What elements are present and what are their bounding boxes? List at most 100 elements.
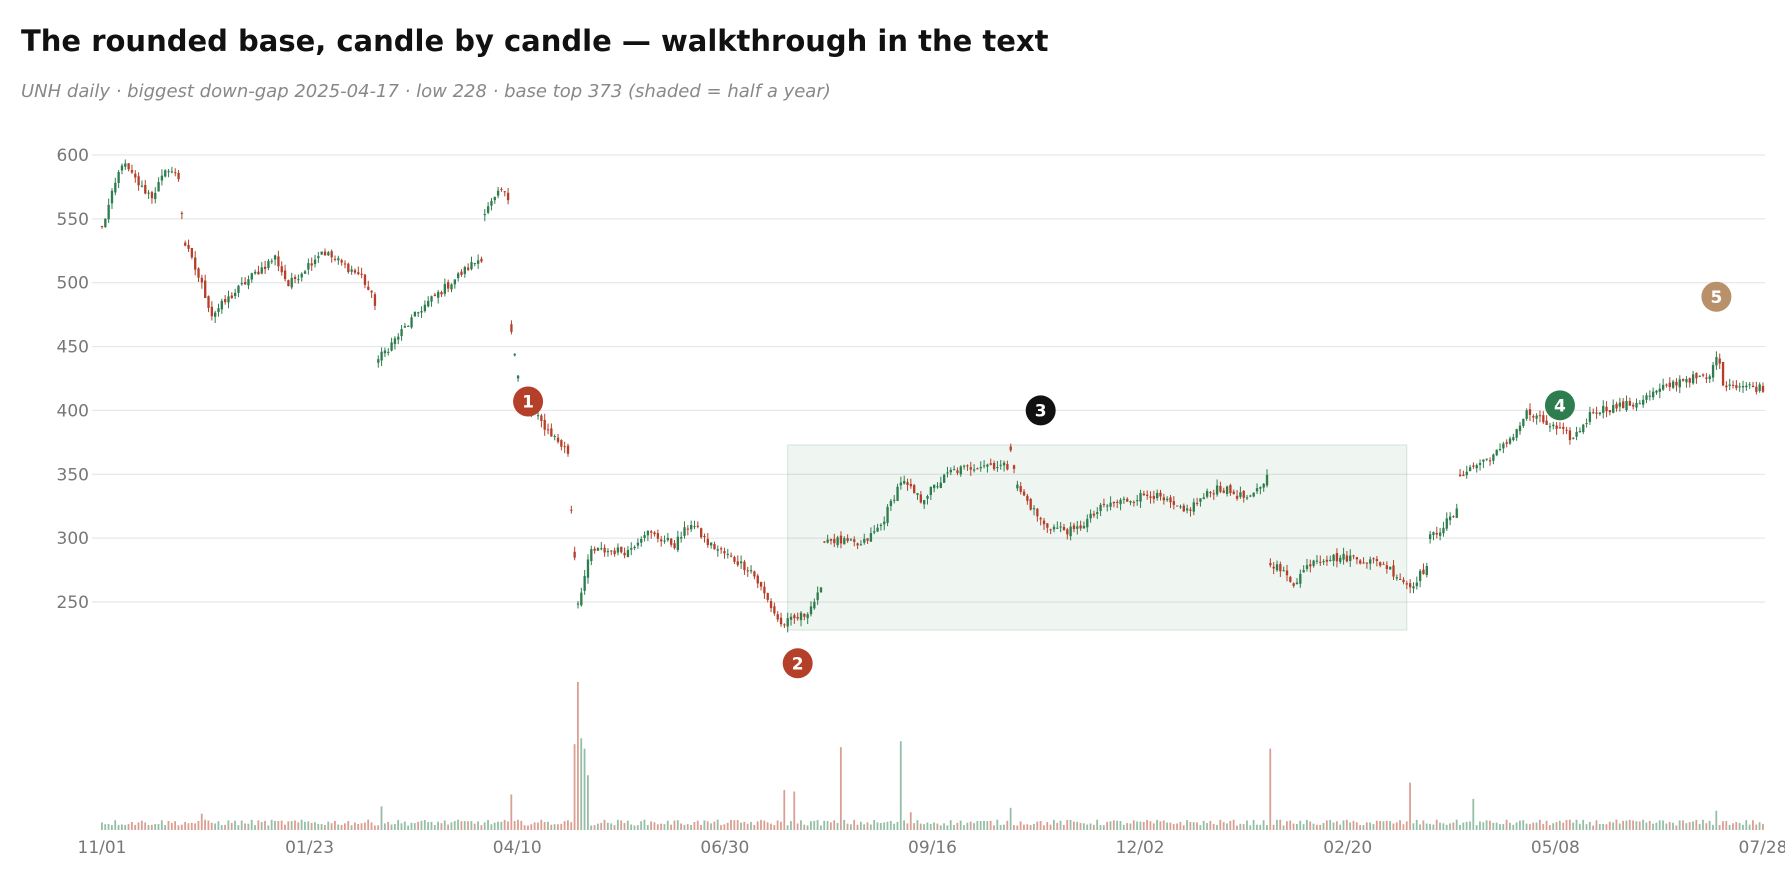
volume-bar (467, 821, 469, 830)
volume-bar (244, 823, 246, 830)
candle-body (320, 251, 323, 255)
candle-body (1568, 430, 1572, 441)
candle-body (889, 500, 893, 506)
candle-body (1452, 516, 1455, 518)
volume-bar (287, 821, 290, 830)
candle-body (893, 499, 896, 501)
volume-bar (1242, 824, 1245, 830)
volume-bar (334, 820, 336, 830)
candle-body (167, 171, 170, 173)
candle-body (856, 543, 859, 546)
candle-body (1731, 384, 1735, 386)
volume-bar (247, 823, 250, 830)
volume-bar (906, 823, 909, 830)
candle-body (913, 485, 916, 494)
volume-bar (217, 821, 220, 830)
y-tick-label: 400 (57, 401, 89, 421)
candle-body (1385, 565, 1389, 569)
candle-body (709, 542, 713, 546)
volume-bar (1685, 823, 1688, 830)
volume-bar (763, 820, 766, 830)
volume-bar (1322, 823, 1325, 830)
volume-bar (1352, 820, 1355, 830)
volume-bar (790, 821, 792, 830)
volume-bar (1482, 822, 1485, 830)
gridlines (92, 154, 1765, 603)
candle-body (759, 582, 763, 587)
marker-circle (1025, 395, 1056, 426)
candle-body (1468, 467, 1472, 472)
candle-body (972, 469, 976, 471)
volume-bar (1312, 823, 1315, 830)
candle-body (323, 251, 327, 256)
volume-bar (723, 824, 726, 830)
candle-body (1042, 520, 1046, 525)
volume-bar (959, 820, 962, 830)
volume-bar (270, 819, 273, 830)
volume-bar (1136, 821, 1139, 830)
volume-bar (1475, 825, 1478, 830)
candle-body (1089, 513, 1092, 519)
candle-body (1239, 492, 1242, 497)
candle-body (699, 528, 703, 538)
candle-body (733, 557, 736, 562)
volume-bar (839, 747, 842, 830)
volume-bar (1572, 822, 1575, 830)
candle-body (819, 587, 823, 593)
volume-bar (180, 824, 183, 830)
candle-body (1405, 583, 1408, 585)
candle-body (1362, 562, 1365, 564)
candle-body (716, 549, 719, 551)
volume-bar (1558, 820, 1561, 830)
candle-body (1608, 410, 1612, 413)
candle-body (360, 273, 363, 275)
volume-bar (1219, 819, 1222, 830)
volume-bar (513, 821, 516, 830)
volume-bar (377, 825, 380, 830)
volume-bar (1395, 822, 1398, 830)
candle-body (1472, 465, 1475, 467)
volume-bar (437, 821, 439, 830)
volume-bar (833, 820, 836, 830)
candle-body (343, 263, 347, 265)
candle-body (140, 185, 144, 187)
candle-body (1418, 570, 1422, 581)
y-axis-ticks: 600 550 500 450 400 350 300 250 (57, 146, 89, 613)
volume-bar (1465, 821, 1468, 830)
y-tick-label: 450 (57, 338, 89, 358)
volume-bar (773, 825, 776, 830)
volume-bar (646, 825, 649, 830)
candle-body (696, 525, 699, 527)
candle-body (1159, 492, 1162, 497)
candle-body (460, 271, 463, 275)
candle-body (1312, 560, 1315, 566)
volume-bar (1186, 820, 1188, 830)
volume-bar (1469, 821, 1471, 830)
candle-body (483, 214, 486, 216)
candle-body (1582, 424, 1585, 433)
volume-bar (1752, 820, 1754, 830)
candle-body (233, 292, 237, 297)
candle-body (237, 285, 240, 293)
volume-bar (177, 825, 180, 830)
candle-body (1738, 386, 1741, 388)
candle-body (793, 615, 796, 619)
candle-body (207, 296, 210, 308)
volume-bar (1495, 822, 1498, 830)
volume-bar (863, 824, 866, 830)
volume-bar (979, 821, 982, 830)
volume-bar (999, 824, 1002, 830)
volume-bar (410, 822, 413, 830)
volume-bar (1708, 820, 1711, 830)
candle-body (1442, 527, 1445, 534)
candle-body (174, 172, 177, 174)
volume-bar (1086, 824, 1089, 830)
candle-body (333, 258, 337, 260)
candle-body (303, 271, 307, 274)
volume-bar (453, 821, 456, 830)
volume-bar (284, 824, 286, 830)
volume-bar (1049, 824, 1052, 830)
candle-body (1359, 560, 1362, 564)
volume-bar (1665, 823, 1668, 830)
volume-bar (1072, 821, 1075, 830)
